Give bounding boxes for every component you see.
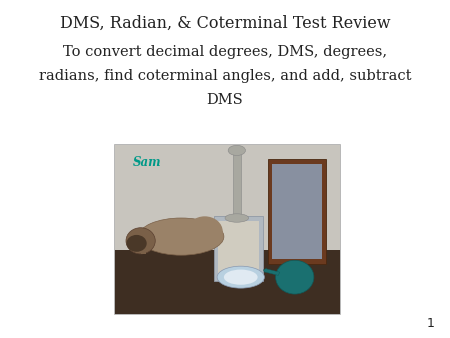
Bar (214, 216, 263, 281)
Bar (268, 159, 326, 264)
Ellipse shape (228, 145, 246, 155)
Ellipse shape (275, 260, 314, 294)
Ellipse shape (139, 218, 224, 255)
Ellipse shape (187, 216, 223, 247)
Text: radians, find coterminal angles, and add, subtract: radians, find coterminal angles, and add… (39, 69, 411, 83)
Text: To convert decimal degrees, DMS, degrees,: To convert decimal degrees, DMS, degrees… (63, 45, 387, 58)
Bar (140, 237, 146, 254)
Text: 1: 1 (427, 317, 434, 330)
Ellipse shape (217, 266, 265, 288)
Ellipse shape (225, 214, 249, 222)
FancyArrow shape (263, 268, 280, 275)
Ellipse shape (224, 270, 257, 285)
Bar (115, 145, 340, 314)
Bar (115, 250, 340, 314)
Bar (115, 145, 340, 250)
Bar (218, 221, 259, 275)
Ellipse shape (126, 235, 147, 252)
Bar (272, 164, 322, 259)
Text: DMS, Radian, & Coterminal Test Review: DMS, Radian, & Coterminal Test Review (60, 15, 390, 32)
Bar (233, 150, 241, 218)
Ellipse shape (126, 228, 155, 254)
Text: DMS: DMS (207, 93, 243, 107)
Text: Sam: Sam (133, 156, 161, 169)
